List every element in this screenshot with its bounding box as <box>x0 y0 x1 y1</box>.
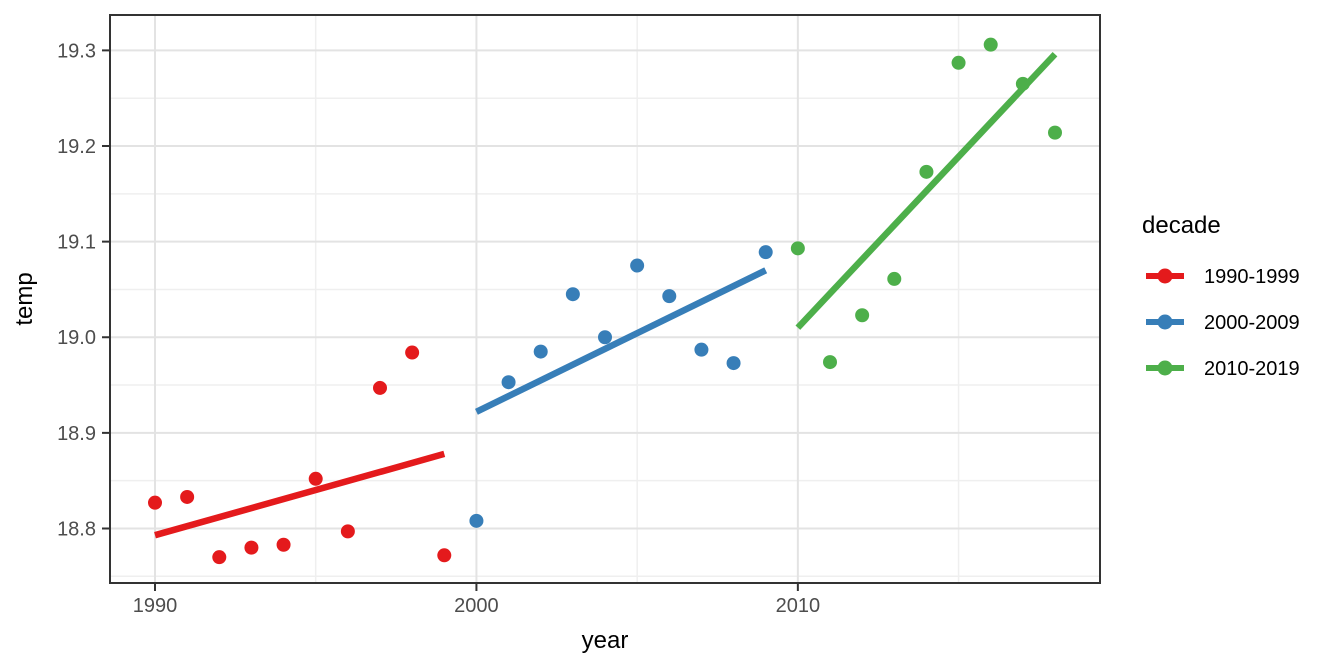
legend-key-point <box>1157 360 1173 376</box>
data-point-1990-1999 <box>405 345 420 360</box>
data-point-2010-2019 <box>855 308 870 323</box>
data-point-2000-2009 <box>694 342 709 357</box>
legend-label: 1990-1999 <box>1204 266 1300 288</box>
x-tick-label: 1990 <box>133 595 178 617</box>
data-point-1990-1999 <box>340 524 355 539</box>
data-point-2010-2019 <box>823 355 837 370</box>
data-point-1990-1999 <box>308 471 323 486</box>
legend-title: decade <box>1142 212 1221 239</box>
x-tick-label: 2000 <box>454 595 499 617</box>
y-axis-title: temp <box>11 272 38 325</box>
legend: 1990-1999 2000-2009 2010-2019 <box>1146 266 1300 380</box>
y-tick-label: 19.1 <box>57 232 96 254</box>
data-point-2000-2009 <box>533 344 548 359</box>
data-point-1990-1999 <box>373 380 387 395</box>
legend-key-point <box>1157 268 1173 284</box>
data-point-2010-2019 <box>983 37 998 52</box>
trend-line-2000-2009 <box>475 267 768 415</box>
y-tick-label: 19.3 <box>57 40 96 62</box>
data-point-2000-2009 <box>565 287 580 302</box>
data-point-2000-2009 <box>662 289 677 304</box>
legend-item-1990-1999: 1990-1999 <box>1146 266 1300 288</box>
data-point-2010-2019 <box>919 164 934 179</box>
data-point-2010-2019 <box>790 241 805 256</box>
y-tick-label: 19.2 <box>57 136 96 158</box>
data-point-1990-1999 <box>437 548 452 563</box>
panel-border <box>109 14 1101 584</box>
data-point-2000-2009 <box>469 513 484 528</box>
data-point-2000-2009 <box>598 330 612 345</box>
data-point-1990-1999 <box>244 540 259 555</box>
x-axis-title: year <box>582 627 629 654</box>
data-point-2010-2019 <box>951 55 966 70</box>
y-tick-label: 19.0 <box>57 327 96 349</box>
trend-line-1990-1999 <box>154 450 446 539</box>
data-point-2010-2019 <box>1048 125 1062 140</box>
trend-line-2010-2019 <box>795 51 1058 330</box>
data-point-1990-1999 <box>148 495 162 510</box>
data-point-1990-1999 <box>276 537 291 552</box>
data-point-1990-1999 <box>180 489 195 504</box>
x-tick-label: 2010 <box>776 595 821 617</box>
axis-layer: 18.8 18.9 19.0 19.1 19.2 19.3 1990 2000 2010 <box>57 40 820 617</box>
y-tick-label: 18.8 <box>57 518 96 540</box>
data-point-2000-2009 <box>630 258 645 273</box>
legend-key-point <box>1157 314 1173 330</box>
y-tick-label: 18.9 <box>57 423 96 445</box>
legend-item-2010-2019: 2010-2019 <box>1146 358 1300 380</box>
data-point-2010-2019 <box>887 271 902 286</box>
data-point-2000-2009 <box>758 245 773 260</box>
data-point-2000-2009 <box>501 375 516 390</box>
data-point-2000-2009 <box>726 356 741 371</box>
legend-label: 2000-2009 <box>1204 312 1300 334</box>
plot-panel <box>110 15 1100 583</box>
legend-label: 2010-2019 <box>1204 358 1300 380</box>
legend-item-2000-2009: 2000-2009 <box>1146 312 1300 334</box>
data-point-1990-1999 <box>212 550 227 565</box>
plot-panel-layer <box>109 14 1101 584</box>
